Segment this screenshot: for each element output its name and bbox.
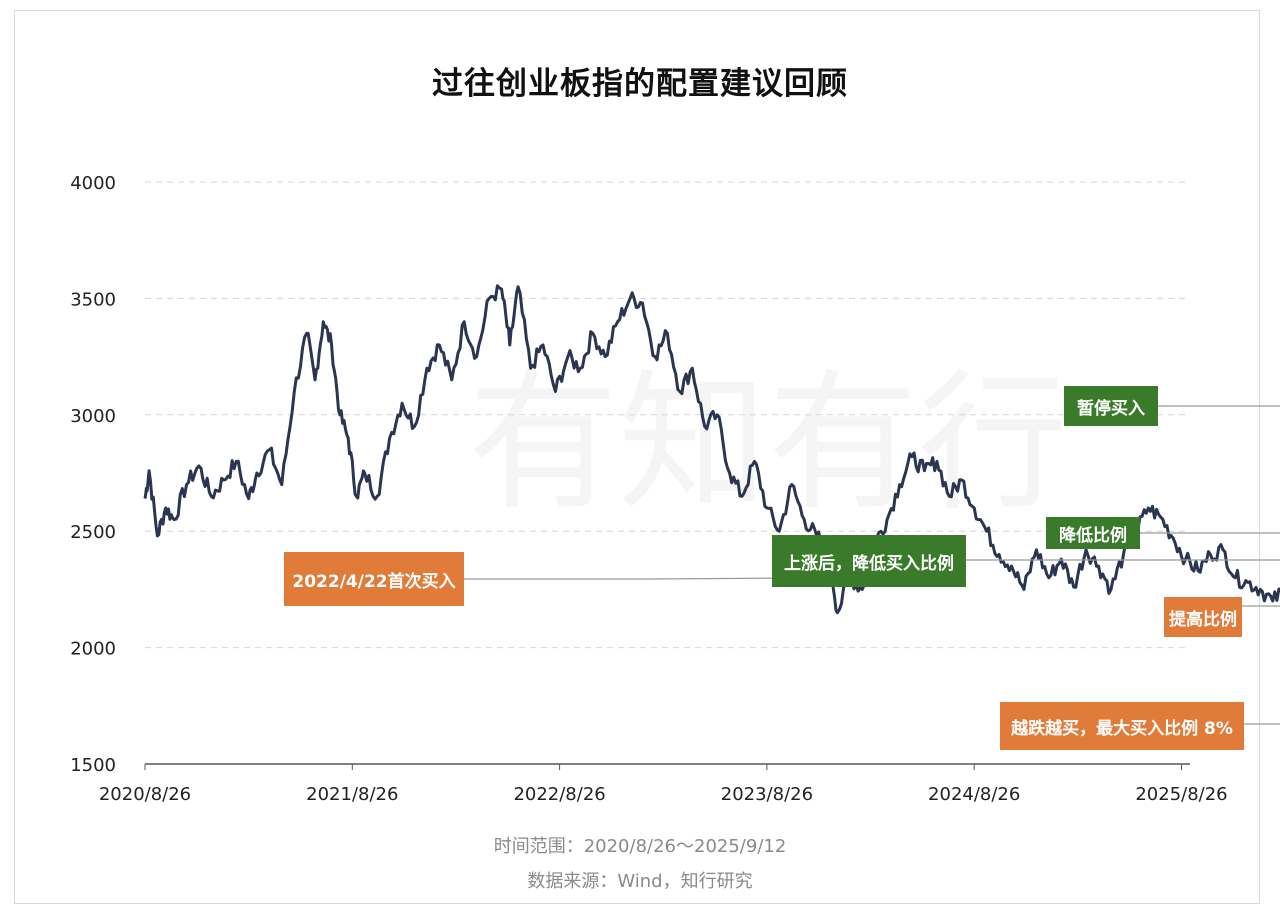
source-note: 数据来源：Wind，知行研究 [527, 871, 753, 892]
annotation-buy-on-dip: 越跌越买，最大买入比例 8% [1000, 702, 1244, 750]
chart-frame [14, 10, 1260, 904]
annotation-reduce-after-rise: 上涨后，降低买入比例 [772, 535, 966, 587]
series-line [143, 284, 1280, 615]
y-tick-label: 2000 [70, 639, 116, 660]
annotation-leader [1158, 405, 1280, 407]
x-axis: 2020/8/26 2021/8/26 2022/8/26 2023/8/26 2024… [99, 763, 1228, 805]
x-tick-label: 2025/8/26 [1135, 784, 1227, 805]
annotation-pause-buy: 暂停买入 [1064, 386, 1158, 426]
annotation-first-buy: 2022/4/22首次买入 [284, 552, 464, 606]
x-tick-label: 2024/8/26 [928, 784, 1020, 805]
annotation-leader [1140, 532, 1280, 534]
y-tick-label: 2500 [70, 522, 116, 543]
y-axis: 1500 2000 2500 3000 3500 4000 [70, 173, 116, 776]
annotation-lower-ratio: 降低比例 [1046, 517, 1140, 549]
chart-title: 过往创业板指的配置建议回顾 [432, 66, 848, 102]
x-tick-label: 2021/8/26 [306, 784, 398, 805]
x-tick-label: 2022/8/26 [513, 784, 605, 805]
time-range-note: 时间范围：2020/8/26～2025/9/12 [493, 836, 787, 857]
y-tick-label: 1500 [70, 755, 116, 776]
y-tick-label: 4000 [70, 173, 116, 194]
y-tick-label: 3000 [70, 406, 116, 427]
grid-lines [145, 181, 1190, 649]
x-tick-label: 2023/8/26 [721, 784, 813, 805]
y-tick-label: 3500 [70, 289, 116, 310]
annotation-raise-ratio: 提高比例 [1164, 597, 1242, 637]
x-tick-label: 2020/8/26 [99, 784, 191, 805]
annotation-leader [966, 559, 1280, 561]
